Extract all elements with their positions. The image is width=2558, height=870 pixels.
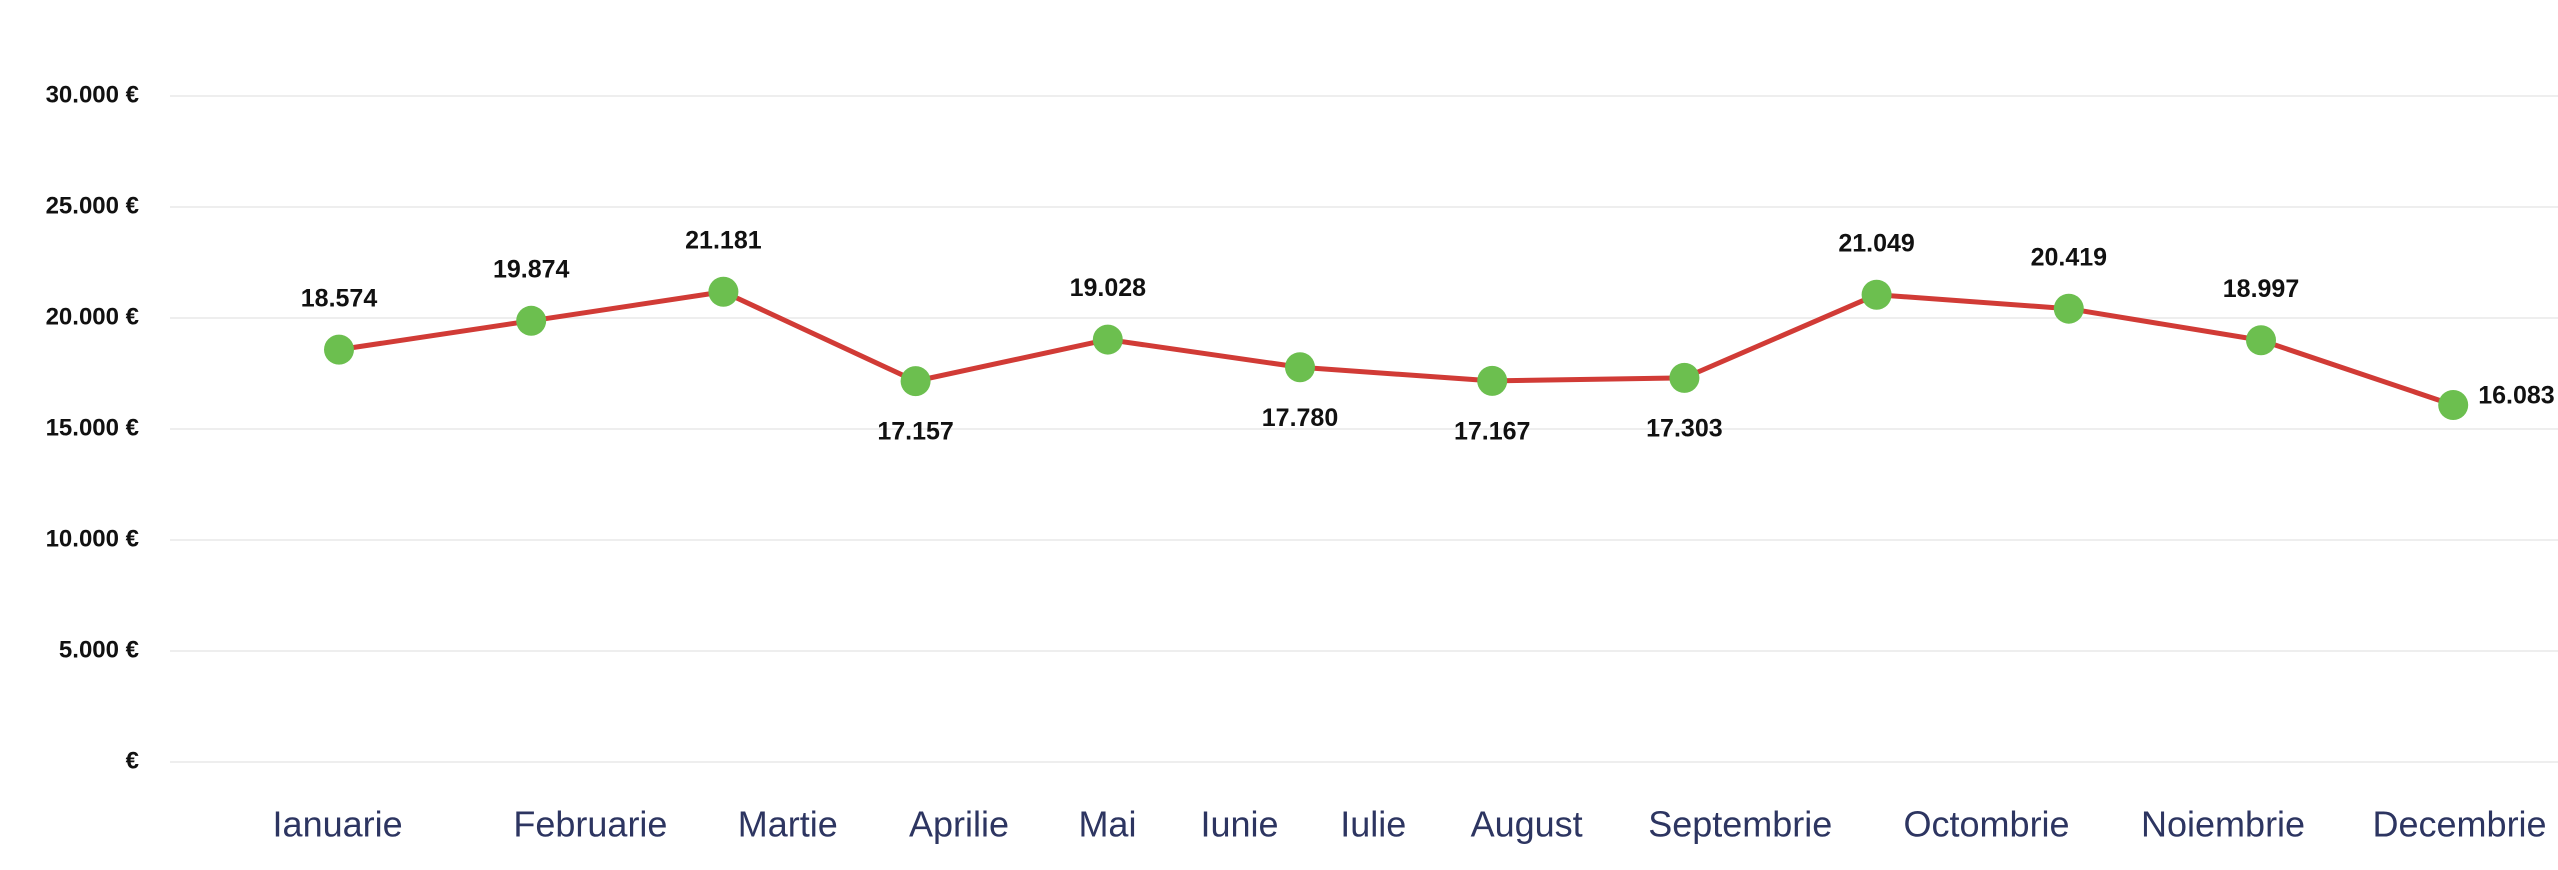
data-label: 16.083	[2478, 382, 2554, 410]
data-point	[1285, 352, 1315, 383]
data-point	[1669, 362, 1700, 393]
data-label: 17.157	[877, 418, 953, 446]
x-tick-label: Noiembrie	[2141, 804, 2305, 845]
data-label: 18.574	[301, 284, 378, 312]
x-tick-label: Martie	[738, 804, 838, 845]
x-tick-label: August	[1471, 804, 1583, 845]
line	[338, 289, 2454, 408]
data-point	[1477, 365, 1508, 396]
data-point	[2246, 325, 2276, 356]
y-tick-label: 25.000 €	[46, 192, 139, 219]
data-label: 17.780	[1262, 404, 1338, 432]
x-tick-label: Februarie	[513, 804, 667, 845]
y-tick-label: 5.000 €	[59, 636, 139, 663]
data-label: 21.181	[685, 226, 762, 254]
data-point	[2053, 293, 2084, 324]
data-point	[2438, 389, 2469, 420]
data-label: 17.303	[1646, 414, 1722, 442]
data-label: 17.167	[1454, 418, 1530, 446]
y-tick-label: €	[126, 747, 139, 774]
y-tick-label: 15.000 €	[46, 414, 139, 441]
x-tick-label: Ianuarie	[273, 804, 403, 845]
data-point	[708, 276, 739, 307]
data-label: 18.997	[2223, 275, 2299, 303]
data-label: 21.049	[1838, 229, 1914, 257]
x-tick-label: Iulie	[1340, 804, 1406, 845]
x-tick-label: Aprilie	[909, 804, 1009, 845]
data-label: 19.028	[1070, 274, 1147, 302]
x-tick-label: Mai	[1078, 804, 1136, 845]
x-tick-label: Iunie	[1201, 804, 1279, 845]
x-tick-label: Septembrie	[1648, 804, 1832, 845]
data-point	[1092, 324, 1123, 355]
data-point	[1861, 279, 1892, 310]
data-label: 19.874	[493, 255, 570, 283]
y-tick-label: 30.000 €	[46, 81, 139, 108]
x-tick-label: Decembrie	[2373, 804, 2547, 845]
data-point	[516, 305, 547, 336]
data-point	[324, 334, 354, 365]
x-tick-label: Octombrie	[1904, 804, 2070, 845]
y-tick-label: 20.000 €	[46, 303, 139, 330]
data-label: 20.419	[2031, 243, 2107, 271]
y-tick-label: 10.000 €	[46, 525, 139, 552]
data-point	[900, 366, 931, 397]
